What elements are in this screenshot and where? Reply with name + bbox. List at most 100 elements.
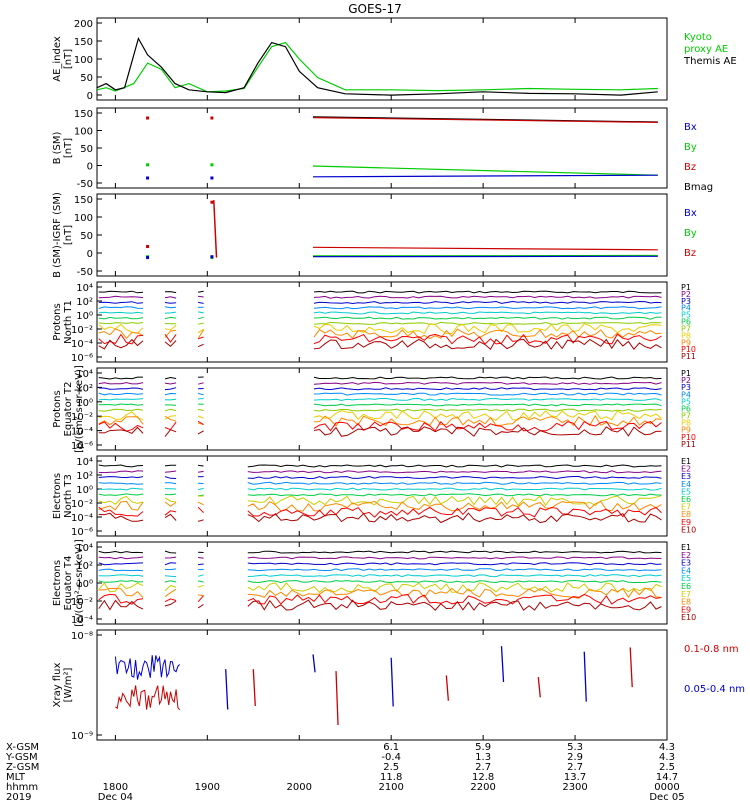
legend-channel-e7: E7 [681,503,691,512]
channel-line-e7 [98,495,144,505]
y-axis-label: North T1 [63,300,74,344]
panel-frame-bigrf [96,193,668,277]
y-tick-label: 150 [74,109,93,120]
xray-segment [537,677,541,698]
ephem-value: 12.8 [472,772,494,783]
panel-frame-pt2 [96,367,668,451]
y-tick-label: 10⁻⁶ [71,527,93,538]
ephem-value: Dec 04 [98,792,133,800]
ephem-label-x-gsm: X-GSM [6,742,39,753]
channel-line-p4 [197,392,204,396]
channel-line-p9 [313,414,662,427]
legend-channel-e9: E9 [681,605,691,614]
channel-line-p7 [198,408,204,411]
channel-line-p4 [98,306,144,309]
channel-line-p6 [197,316,204,320]
channel-line-p11 [164,429,177,437]
y-tick-label: 10⁻² [71,597,93,608]
legend-channel-e5: E5 [681,574,691,583]
ephem-value: 2200 [470,782,495,793]
channel-line-e2 [164,470,177,473]
series-line-bz [312,117,658,123]
channel-line-e6 [164,493,177,496]
ephem-value: 2.7 [567,762,583,773]
channel-line-e9 [98,506,144,517]
legend-channel-e10: E10 [681,613,696,622]
ephem-label-z-gsm: Z-GSM [6,762,39,773]
channel-line-e3 [164,476,177,479]
y-axis-label: [e/(cm²-s-sr-keV)] [74,539,85,627]
y-axis-label: [W/m²] [63,667,74,702]
legend-proxy-ae: proxy AE [684,44,728,55]
legend-channel-p1: P1 [681,283,691,292]
channel-line-e10 [98,512,144,522]
y-tick-label: 50 [80,231,93,242]
legend-channel-p11: P11 [681,352,696,361]
channel-line-e3 [247,562,662,566]
channel-line-e5 [98,574,144,577]
channel-line-p3 [98,387,144,390]
y-tick-label: 10² [76,471,93,482]
y-tick-label: 10⁻⁸ [71,631,93,642]
channel-line-e3 [98,562,144,566]
legend-channel-p8: P8 [681,331,691,340]
channel-line-e2 [98,556,144,560]
legend-bx: Bx [684,122,697,133]
y-tick-label: 0 [87,162,93,173]
ephem-value: 2100 [378,782,403,793]
data-point [210,255,214,259]
channel-line-p1 [198,290,204,293]
channel-line-p5 [98,398,144,401]
ephem-label-mlt: MLT [6,772,26,783]
channel-line-e6 [247,493,662,497]
channel-line-p11 [313,338,662,351]
channel-line-p7 [98,322,144,325]
channel-line-p10 [313,420,662,432]
channel-line-e6 [247,579,662,584]
legend-bz: Bz [684,162,696,173]
panel-frame-xray [96,629,668,741]
legend-channel-e2: E2 [681,465,691,474]
channel-line-p6 [98,403,144,406]
channel-line-e9 [197,506,204,514]
channel-line-e9 [164,598,177,603]
ephem-value: 4.3 [659,742,675,753]
channel-line-p11 [98,426,144,434]
channel-line-e1 [98,464,144,468]
panel-frame-et3 [96,455,668,537]
channel-line-e5 [197,574,204,577]
series-line-by [312,165,658,176]
y-tick-label: 10² [76,561,93,572]
legend-by: By [684,142,697,153]
channel-line-p3 [198,301,204,304]
y-tick-label: 10² [76,383,93,394]
y-axis-label: [nT] [63,49,74,69]
legend-channel-p9: P9 [681,338,691,347]
legend-channel-p6: P6 [681,318,691,327]
y-tick-label: 100 [74,213,93,224]
channel-line-e3 [98,476,144,479]
channel-line-p2 [313,295,662,299]
ephem-value: 4.3 [659,752,675,763]
y-tick-label: 10⁻² [71,499,93,510]
data-point [146,256,150,260]
y-tick-label: 100 [74,127,93,138]
ephem-value: 2.5 [383,762,399,773]
channel-line-e10 [247,512,662,524]
channel-line-e6 [98,493,144,496]
channel-line-p7 [197,322,204,325]
y-tick-label: 10⁻² [71,325,93,336]
xray-segment [312,654,316,673]
channel-line-p10 [164,334,177,343]
y-tick-label: 10⁴ [76,369,93,380]
channel-line-p9 [164,329,177,338]
y-tick-label: 0 [87,249,93,260]
panel-frame-pt1 [96,281,668,363]
channel-line-p7 [313,321,662,325]
y-axis-label: Electrons [52,560,63,606]
ephem-value: 14.7 [656,772,678,783]
channel-line-e9 [247,506,662,518]
data-point [210,163,214,167]
